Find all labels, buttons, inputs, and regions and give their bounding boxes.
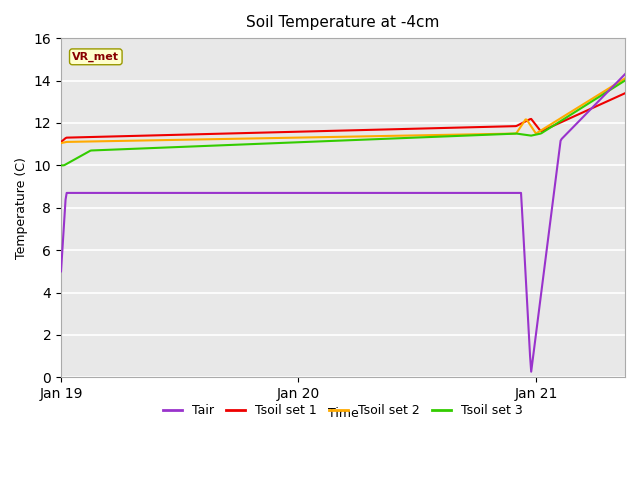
- Tair: [520, 229, 527, 235]
- Tsoil set 1: [325, 128, 333, 134]
- Tsoil set 1: [621, 90, 629, 96]
- Tsoil set 3: [325, 138, 333, 144]
- Y-axis label: Temperature (C): Temperature (C): [15, 157, 28, 259]
- Line: Tsoil set 1: Tsoil set 1: [61, 93, 625, 142]
- Tsoil set 1: [607, 96, 615, 102]
- Line: Tair: Tair: [61, 74, 625, 372]
- Tsoil set 2: [325, 134, 333, 140]
- Tsoil set 3: [607, 86, 615, 92]
- Legend: Tair, Tsoil set 1, Tsoil set 2, Tsoil set 3: Tair, Tsoil set 1, Tsoil set 2, Tsoil se…: [158, 399, 528, 422]
- Tsoil set 2: [393, 133, 401, 139]
- Tsoil set 2: [621, 75, 629, 81]
- Tsoil set 1: [362, 127, 370, 133]
- Tsoil set 2: [607, 84, 615, 90]
- Tsoil set 1: [328, 128, 336, 134]
- Tair: [57, 268, 65, 274]
- Tair: [527, 369, 535, 374]
- Tsoil set 3: [362, 137, 370, 143]
- Tsoil set 3: [393, 135, 401, 141]
- Tsoil set 2: [57, 140, 65, 146]
- Tair: [362, 190, 370, 196]
- Tsoil set 2: [520, 120, 527, 126]
- Line: Tsoil set 2: Tsoil set 2: [61, 78, 625, 143]
- Tair: [328, 190, 336, 196]
- Tsoil set 1: [393, 126, 401, 132]
- Tsoil set 2: [362, 133, 370, 139]
- Tair: [393, 190, 401, 196]
- Tair: [325, 190, 333, 196]
- Tsoil set 3: [57, 162, 65, 168]
- Text: VR_met: VR_met: [72, 52, 119, 62]
- Tair: [609, 84, 616, 90]
- Tsoil set 1: [57, 139, 65, 145]
- Title: Soil Temperature at -4cm: Soil Temperature at -4cm: [246, 15, 440, 30]
- Tsoil set 2: [328, 134, 336, 140]
- Line: Tsoil set 3: Tsoil set 3: [61, 81, 625, 165]
- Tsoil set 3: [621, 78, 629, 84]
- Tsoil set 3: [328, 138, 336, 144]
- X-axis label: Time: Time: [328, 407, 358, 420]
- Tair: [621, 72, 629, 77]
- Tsoil set 1: [520, 120, 527, 125]
- Tsoil set 3: [520, 132, 527, 137]
